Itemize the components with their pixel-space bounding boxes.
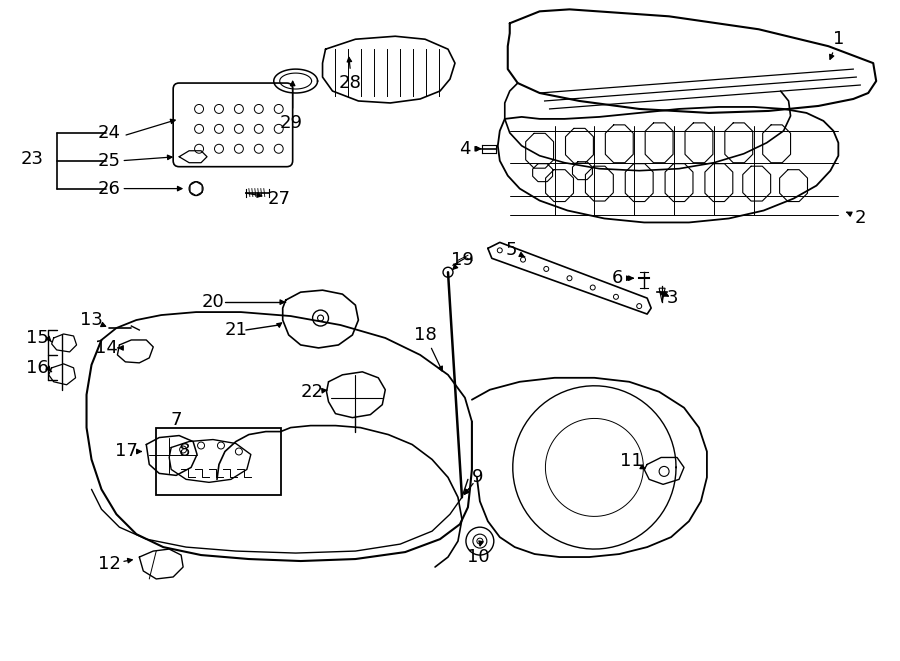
Text: 27: 27 — [267, 190, 290, 208]
Text: 29: 29 — [279, 114, 302, 132]
Text: 5: 5 — [506, 241, 518, 259]
Text: 8: 8 — [178, 442, 190, 461]
Text: 14: 14 — [95, 339, 118, 357]
Text: 23: 23 — [21, 150, 43, 168]
Text: 9: 9 — [472, 469, 483, 486]
Text: 19: 19 — [451, 251, 473, 269]
Text: 3: 3 — [666, 289, 678, 307]
Text: 12: 12 — [98, 555, 121, 573]
Text: 25: 25 — [98, 152, 121, 170]
Text: 20: 20 — [202, 293, 224, 311]
Text: 16: 16 — [26, 359, 50, 377]
Text: 18: 18 — [414, 326, 436, 344]
Text: 17: 17 — [115, 442, 138, 461]
Text: 13: 13 — [80, 311, 103, 329]
Text: 26: 26 — [98, 180, 121, 198]
Text: 21: 21 — [224, 321, 248, 339]
Bar — [157, 428, 281, 495]
Text: 15: 15 — [26, 329, 50, 347]
Text: 7: 7 — [170, 410, 182, 428]
Text: 24: 24 — [98, 124, 121, 142]
Text: 6: 6 — [612, 269, 623, 288]
Text: 4: 4 — [459, 139, 471, 158]
Text: 22: 22 — [302, 383, 324, 401]
Text: 2: 2 — [854, 210, 866, 227]
Text: 1: 1 — [832, 30, 844, 48]
Text: 11: 11 — [620, 452, 643, 471]
Text: 28: 28 — [339, 74, 362, 92]
Text: 10: 10 — [466, 548, 490, 566]
